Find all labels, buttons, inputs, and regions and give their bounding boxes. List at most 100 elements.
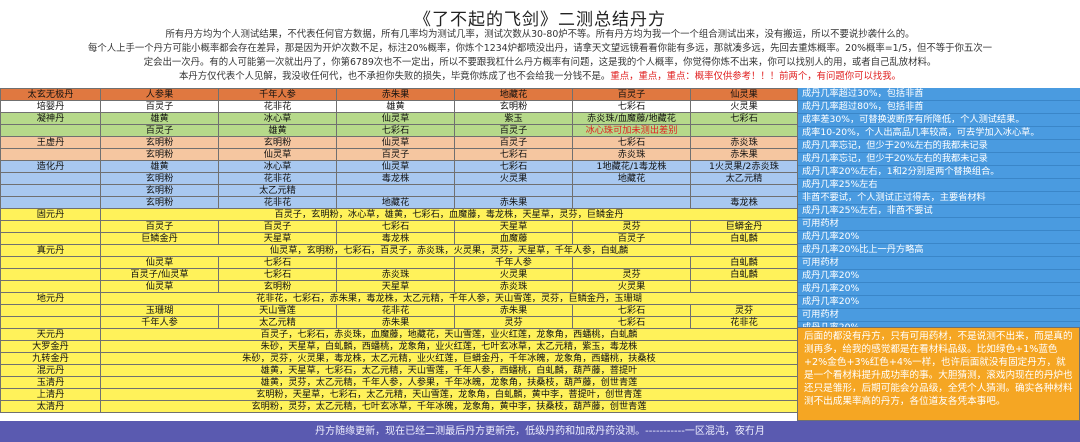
table-row: 混元丹 雄黄，天星草，七彩石，太乙元精，天山雪莲，千年人参，西蟠桃，白虬麟，葫芦藤… bbox=[0, 364, 798, 377]
table-row: 九转金丹 朱砂，灵芬，火灵果，毒龙株，太乙元精，业火红莲，巨蟒金丹，千年冰魄，龙象… bbox=[0, 352, 798, 365]
ingredient-cell: 雄黄 bbox=[100, 160, 219, 173]
ingredient-cell: 太乙元精 bbox=[690, 172, 798, 185]
ingredient-cell bbox=[454, 184, 573, 197]
ingredient-cell: 白虬麟 bbox=[690, 268, 798, 281]
ingredient-cell: 火灵果 bbox=[454, 172, 573, 185]
ingredient-cell: 千年人参 bbox=[218, 88, 337, 101]
ingredient-cell: 毒龙株 bbox=[336, 232, 455, 245]
ingredient-cell: 赤朱果 bbox=[454, 196, 573, 209]
pill-name: 培婴丹 bbox=[0, 100, 101, 113]
table-row: 百灵子 百灵子 七彩石 天星草 灵芬 巨蟒金丹 bbox=[0, 220, 798, 233]
ingredient-cell: 花非花 bbox=[218, 100, 337, 113]
table-row: 太清丹 玄明粉，灵芬，太乙元精，七叶玄冰草，千年冰魄，龙象角，黄中李，扶桑枝，葫芦… bbox=[0, 400, 798, 413]
pill-name bbox=[0, 280, 101, 293]
ingredient-cell bbox=[572, 256, 691, 269]
rate-note: 成丹几率20% bbox=[798, 270, 1080, 283]
ingredient-cell: 百灵子 bbox=[454, 136, 573, 149]
table-row: 百灵子/仙灵草 七彩石 赤炎珠 火灵果 灵芬 白虬麟 bbox=[0, 268, 798, 281]
ingredient-cell: 玄明粉 bbox=[100, 184, 219, 197]
ingredient-cell: 花非花 bbox=[690, 316, 798, 329]
pill-name: 天元丹 bbox=[0, 328, 101, 341]
rate-note: 成丹几率20% bbox=[798, 283, 1080, 296]
pill-name bbox=[0, 232, 101, 245]
pill-name bbox=[0, 172, 101, 185]
disclaimer-line-2: 每个人上手一个丹方可能小概率都会存在差异，那是因为开炉次数不足，标注20%概率，… bbox=[87, 43, 993, 54]
recipe-table: 太玄无极丹 人参果 千年人参 赤朱果 地藏花 百灵子 仙灵果 培婴丹 百灵子 花非花 雄黄 玄明粉 七彩… bbox=[0, 88, 798, 413]
table-row: 巨鳞金丹 天星草 毒龙株 血魔藤 百灵子 白虬麟 bbox=[0, 232, 798, 245]
ingredient-cell: 仙灵草 bbox=[100, 256, 219, 269]
ingredient-cell: 雄黄 bbox=[218, 124, 337, 137]
rate-notes-column: 成丹几率超过30%，包括非酋 成丹几率超过80%，包括非酋 成率差30%，可替换波断… bbox=[797, 88, 1080, 348]
ingredient-cell bbox=[690, 184, 798, 197]
header: 《了不起的飞剑》二测总结丹方 所有丹方均为个人测试结果，不代表任何官方数据，所有… bbox=[0, 0, 1080, 88]
ingredient-cell: 玄明粉 bbox=[100, 148, 219, 161]
table-row: 上清丹 玄明粉，天星草，七彩石，太乙元精，天山雪莲，龙象角，白虬麟，黄中李，菩提叶… bbox=[0, 388, 798, 401]
ingredient-cell: 天星草 bbox=[454, 220, 573, 233]
ingredient-cell: 巨鳞金丹 bbox=[100, 232, 219, 245]
ingredient-cell: 百灵子 bbox=[572, 232, 691, 245]
ingredient-cell: 雄黄 bbox=[100, 112, 219, 125]
table-row: 仙灵草 七彩石 千年人参 白虬麟 bbox=[0, 256, 798, 269]
ingredient-cell: 赤炎珠 bbox=[572, 148, 691, 161]
ingredient-cell: 花非花 bbox=[218, 196, 337, 209]
ingredient-cell: 毒龙株 bbox=[690, 196, 798, 209]
ingredient-cell: 火灵果 bbox=[572, 280, 691, 293]
table-row: 百灵子 雄黄 七彩石 百灵子 冰心珠可加未测出差别 bbox=[0, 124, 798, 137]
page-title: 《了不起的飞剑》二测总结丹方 bbox=[414, 10, 666, 30]
ingredient-list: 雄黄，灵芬，太乙元精，千年人参，人参果，千年冰魄，龙象角，扶桑枝，葫芦藤，创世青… bbox=[100, 376, 798, 389]
ingredient-cell: 天星草 bbox=[336, 280, 455, 293]
ingredient-cell: 七彩石 bbox=[454, 148, 573, 161]
ingredient-cell: 百灵子 bbox=[454, 124, 573, 137]
ingredient-cell: 天山雪莲 bbox=[218, 304, 337, 317]
pill-name: 王虚丹 bbox=[0, 136, 101, 149]
ingredient-cell: 七彩石 bbox=[572, 100, 691, 113]
pill-name: 玉清丹 bbox=[0, 376, 101, 389]
rate-note: 成率差30%，可替换波断序有所降低，个人测试结果。 bbox=[798, 114, 1080, 127]
ingredient-cell: 人参果 bbox=[100, 88, 219, 101]
ingredient-cell: 毒龙株 bbox=[336, 172, 455, 185]
ingredient-cell: 赤炎珠 bbox=[454, 280, 573, 293]
pill-name: 凝神丹 bbox=[0, 112, 101, 125]
ingredient-cell: 火灵果 bbox=[454, 268, 573, 281]
table-row: 地元丹 花非花，七彩石，赤朱果，毒龙株，太乙元精，千年人参，天山雪莲，灵芬，巨鳞金… bbox=[0, 292, 798, 305]
ingredient-cell: 百灵子 bbox=[336, 148, 455, 161]
table-row: 真元丹 仙灵草，玄明粉，七彩石，百灵子，赤炎珠，火灵果，灵芬，天星草，千年人参，白… bbox=[0, 244, 798, 257]
ingredient-cell: 七彩石 bbox=[336, 124, 455, 137]
ingredient-cell: 百灵子 bbox=[572, 88, 691, 101]
pill-name bbox=[0, 124, 101, 137]
ingredient-cell: 百灵子 bbox=[100, 124, 219, 137]
disclaimer-line-1: 所有丹方均为个人测试结果，不代表任何官方数据，所有几率均为测试几率，测试次数从3… bbox=[165, 29, 915, 40]
ingredient-cell: 灵芬 bbox=[454, 316, 573, 329]
table-row: 造化丹 雄黄 冰心草 仙灵草 七彩石 1地藏花/1毒龙株 1火灵果/2赤炎珠 bbox=[0, 160, 798, 173]
ingredient-cell: 仙灵草 bbox=[336, 112, 455, 125]
ingredient-cell: 雄黄 bbox=[336, 100, 455, 113]
ingredient-list: 玄明粉，灵芬，太乙元精，七叶玄冰草，千年冰魄，龙象角，黄中李，扶桑枝，葫芦藤，创… bbox=[100, 400, 798, 413]
table-row: 玉清丹 雄黄，灵芬，太乙元精，千年人参，人参果，千年冰魄，龙象角，扶桑枝，葫芦藤，… bbox=[0, 376, 798, 389]
table-row: 千年人参 太乙元精 赤朱果 灵芬 七彩石 花非花 bbox=[0, 316, 798, 329]
ingredient-cell bbox=[572, 196, 691, 209]
ingredient-cell: 赤炎珠 bbox=[336, 268, 455, 281]
ingredient-cell: 冰心草 bbox=[218, 112, 337, 125]
ingredient-cell: 冰心草 bbox=[218, 160, 337, 173]
ingredient-cell: 百灵子/仙灵草 bbox=[100, 268, 219, 281]
rate-note: 成丹几率20%左右，1和2分别是两个替换组合。 bbox=[798, 166, 1080, 179]
table-row: 天元丹 百灵子，七彩石，赤炎珠，血魔藤，地藏花，天山雪莲，业火红莲，龙象角，西蟠桃… bbox=[0, 328, 798, 341]
ingredient-cell: 七彩石 bbox=[572, 316, 691, 329]
pill-name: 真元丹 bbox=[0, 244, 101, 257]
ingredient-list: 朱砂，灵芬，火灵果，毒龙株，太乙元精，业火红莲，巨蟒金丹，千年冰魄，龙象角，西蟠… bbox=[100, 352, 798, 365]
ingredient-cell: 七彩石 bbox=[336, 220, 455, 233]
ingredient-cell: 七彩石 bbox=[218, 268, 337, 281]
ingredient-cell: 玄明粉 bbox=[100, 196, 219, 209]
pill-name bbox=[0, 316, 101, 329]
ingredient-cell: 巨蟒金丹 bbox=[690, 220, 798, 233]
ingredient-cell: 赤朱果 bbox=[690, 148, 798, 161]
ingredient-cell: 千年人参 bbox=[100, 316, 219, 329]
ingredient-cell: 仙灵草 bbox=[336, 160, 455, 173]
table-row: 玄明粉 太乙元精 bbox=[0, 184, 798, 197]
ingredient-list: 朱砂，天星草，白虬麟，西蟠桃，龙象角，业火红莲，七叶玄冰草，太乙元精，紫玉，毒龙… bbox=[100, 340, 798, 353]
ingredient-cell: 玄明粉 bbox=[100, 136, 219, 149]
ingredient-cell: 仙灵草 bbox=[336, 136, 455, 149]
pill-name bbox=[0, 148, 101, 161]
disclaimer-line-4-text: 本丹方仅代表个人见解，我没收任何代，也不承担你失败的损失，毕竟你炼成了也不会给我… bbox=[179, 71, 611, 82]
rate-note: 非酋不要试，个人测试正过得去，主要省材料 bbox=[798, 192, 1080, 205]
